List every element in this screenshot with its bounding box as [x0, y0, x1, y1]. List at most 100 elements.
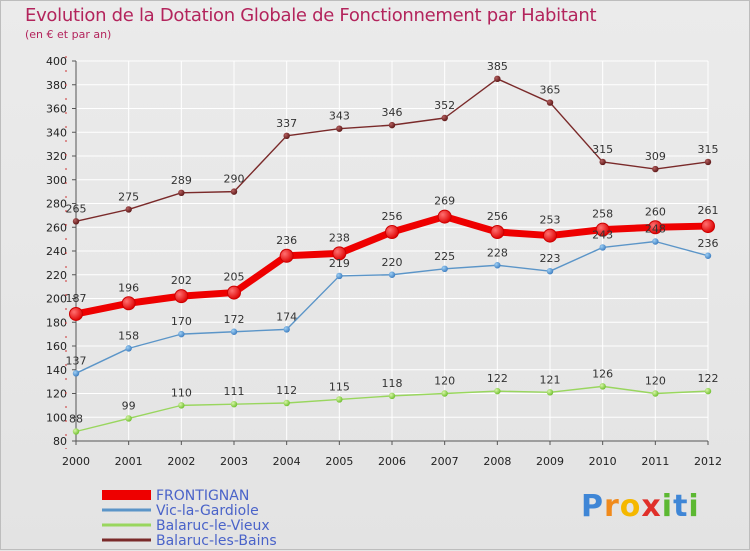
ytick-label-300: 300 [46, 174, 67, 187]
data-label-balaruc_bains-2011: 309 [645, 150, 666, 163]
ytick-label-280: 280 [46, 198, 67, 211]
data-label-frontignan-2010: 258 [592, 208, 613, 221]
ytick-label-80: 80 [53, 435, 67, 448]
point-balaruc_vieux-2010 [599, 383, 606, 390]
ytick-label-240: 240 [46, 245, 67, 258]
point-balaruc_bains-2003 [230, 188, 238, 195]
point-vic-2011 [652, 238, 659, 245]
point-balaruc_bains-2012 [704, 158, 712, 166]
legend-label-frontignan: FRONTIGNAN [156, 488, 249, 504]
data-label-balaruc_vieux-2006: 118 [382, 377, 403, 390]
logo-letter-x: x [641, 489, 662, 524]
point-frontignan-2012 [701, 219, 715, 234]
point-balaruc_vieux-2001 [125, 415, 132, 422]
ytick-label-400: 400 [46, 55, 67, 68]
point-vic-2001 [125, 345, 132, 352]
chart-title: Evolution de la Dotation Globale de Fonc… [25, 5, 597, 26]
data-label-frontignan-2000: 187 [66, 292, 87, 305]
point-frontignan-2004 [279, 248, 294, 263]
data-label-balaruc_bains-2001: 275 [118, 190, 139, 203]
xtick-label-2008: 2008 [483, 455, 511, 468]
point-balaruc_bains-2002 [178, 189, 185, 197]
point-balaruc_vieux-2012 [704, 387, 712, 395]
point-vic-2005 [336, 272, 343, 280]
point-balaruc_vieux-2003 [230, 400, 238, 408]
data-label-balaruc_vieux-2005: 115 [329, 380, 350, 393]
xtick-label-2009: 2009 [536, 455, 564, 468]
xtick-label-2004: 2004 [273, 455, 301, 468]
ytick-label-160: 160 [46, 340, 67, 353]
data-label-frontignan-2007: 269 [434, 195, 455, 208]
data-label-frontignan-2005: 238 [329, 231, 350, 244]
point-vic-2003 [230, 328, 238, 335]
data-label-vic-2001: 158 [118, 329, 139, 342]
logo-letter-t: t [673, 489, 689, 524]
xtick-label-2001: 2001 [115, 455, 143, 468]
proxiti-logo: Proxiti [581, 489, 700, 524]
point-frontignan-2002 [174, 289, 189, 304]
point-vic-2002 [178, 330, 185, 338]
data-label-vic-2004: 174 [276, 310, 297, 323]
point-vic-2009 [546, 267, 554, 275]
point-balaruc_bains-2011 [652, 165, 659, 173]
data-label-balaruc_bains-2007: 352 [434, 99, 455, 112]
point-frontignan-2003 [227, 285, 241, 300]
xtick-label-2005: 2005 [325, 455, 353, 468]
data-label-balaruc_bains-2002: 289 [171, 174, 192, 187]
point-balaruc_bains-2005 [336, 125, 343, 132]
ytick-label-260: 260 [46, 221, 67, 234]
logo-letter-o: o [619, 489, 642, 524]
point-balaruc_bains-2006 [388, 121, 396, 129]
point-balaruc_vieux-2011 [652, 390, 659, 397]
data-label-vic-2000: 137 [66, 354, 87, 367]
point-balaruc_bains-2004 [283, 132, 290, 140]
point-frontignan-2000 [69, 306, 83, 321]
xtick-label-2007: 2007 [431, 455, 459, 468]
point-vic-2008 [494, 262, 501, 269]
ytick-label-320: 320 [46, 150, 67, 163]
data-label-balaruc_bains-2012: 315 [698, 143, 719, 156]
data-label-balaruc_bains-2003: 290 [224, 173, 245, 186]
point-balaruc_vieux-2007 [441, 390, 448, 397]
point-balaruc_vieux-2004 [283, 399, 290, 407]
data-label-balaruc_bains-2005: 343 [329, 110, 350, 123]
data-label-frontignan-2004: 236 [276, 234, 297, 247]
data-label-balaruc_vieux-2008: 122 [487, 372, 508, 385]
data-label-vic-2012: 236 [698, 237, 719, 250]
data-label-frontignan-2006: 256 [382, 210, 403, 223]
ytick-label-180: 180 [46, 316, 67, 329]
data-label-vic-2002: 170 [171, 315, 192, 328]
point-vic-2010 [599, 244, 606, 251]
data-label-vic-2008: 228 [487, 246, 508, 259]
data-label-vic-2003: 172 [224, 313, 245, 326]
point-frontignan-2009 [543, 228, 557, 243]
point-frontignan-2010 [595, 222, 610, 237]
point-balaruc_bains-2001 [125, 206, 132, 213]
ytick-label-340: 340 [46, 126, 67, 139]
chart-subtitle: (en € et par an) [25, 28, 112, 41]
point-vic-2004 [283, 326, 290, 333]
ytick-label-200: 200 [46, 293, 67, 306]
xtick-label-2011: 2011 [641, 455, 669, 468]
point-balaruc_vieux-2002 [178, 402, 185, 409]
point-vic-2000 [72, 370, 80, 377]
point-balaruc_vieux-2000 [72, 428, 80, 435]
xtick-label-2000: 2000 [62, 455, 90, 468]
logo-letter-p: P [581, 489, 604, 524]
point-balaruc_bains-2000 [72, 218, 80, 225]
data-label-vic-2010: 243 [592, 228, 613, 241]
data-label-balaruc_bains-2004: 337 [276, 117, 297, 130]
data-label-frontignan-2003: 205 [224, 271, 245, 284]
data-label-frontignan-2009: 253 [540, 214, 561, 227]
data-label-balaruc_bains-2008: 385 [487, 60, 508, 73]
legend-label-vic: Vic-la-Gardiole [156, 503, 259, 519]
ytick-label-220: 220 [46, 269, 67, 282]
data-label-vic-2011: 248 [645, 223, 666, 236]
data-label-balaruc_vieux-2011: 120 [645, 375, 666, 388]
data-label-vic-2005: 219 [329, 257, 350, 270]
xtick-label-2002: 2002 [167, 455, 195, 468]
point-balaruc_vieux-2006 [388, 392, 396, 400]
ytick-label-380: 380 [46, 79, 67, 92]
